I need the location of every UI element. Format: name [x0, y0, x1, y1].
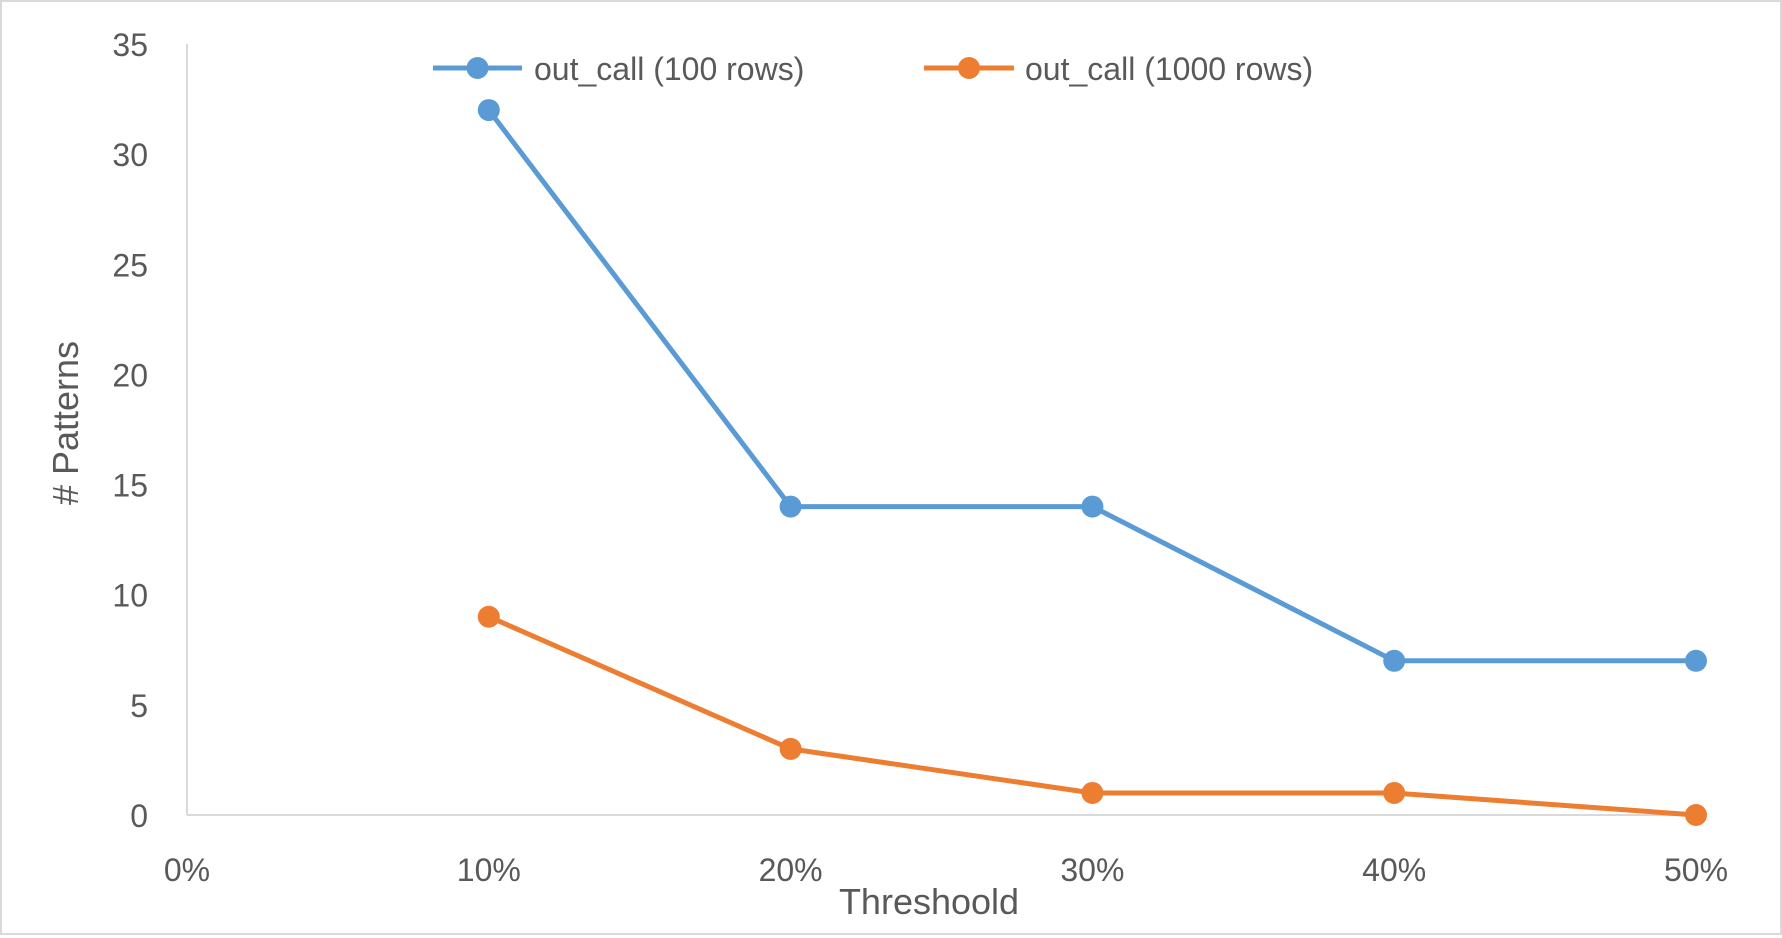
x-tick-label: 20% — [759, 852, 823, 888]
y-tick-label: 35 — [112, 27, 148, 63]
legend-item-2: out_call (1000 rows) — [924, 51, 1313, 87]
x-tick-label: 40% — [1362, 852, 1426, 888]
x-tick-label: 0% — [164, 852, 210, 888]
legend-swatch-marker — [466, 57, 489, 79]
data-point — [477, 99, 500, 122]
data-point — [1081, 495, 1104, 518]
y-tick-label: 20 — [112, 357, 148, 393]
data-point — [1081, 781, 1104, 804]
data-point — [1383, 649, 1406, 672]
data-point — [1685, 804, 1707, 826]
data-point — [779, 495, 802, 518]
x-tick-label: 50% — [1664, 852, 1728, 888]
y-tick-label: 5 — [130, 688, 148, 724]
y-tick-label: 30 — [112, 137, 148, 173]
x-tick-label: 30% — [1060, 852, 1124, 888]
data-point — [1685, 649, 1707, 672]
y-tick-label: 15 — [112, 468, 148, 504]
y-tick-label: 10 — [112, 578, 148, 614]
series-1 — [477, 99, 1707, 672]
axes: 0 5 10 15 20 25 30 35 0% 10% 20% 30% 40% 50% — [112, 27, 1728, 888]
y-tick-label: 0 — [130, 798, 148, 834]
data-point — [779, 737, 802, 760]
x-tick-label: 10% — [457, 852, 521, 888]
y-axis-title: # Patterns — [45, 341, 86, 505]
series-line — [486, 108, 1696, 664]
legend-label: out_call (1000 rows) — [1025, 51, 1313, 87]
x-axis-title: Threshoold — [839, 881, 1019, 922]
series-2 — [477, 605, 1707, 826]
legend: out_call (100 rows) out_call (1000 rows) — [433, 51, 1313, 87]
legend-label: out_call (100 rows) — [534, 51, 804, 87]
data-point — [1383, 781, 1406, 804]
y-tick-label: 25 — [112, 247, 148, 283]
legend-swatch-marker — [958, 57, 980, 79]
data-point — [477, 605, 500, 628]
legend-item-1: out_call (100 rows) — [433, 51, 804, 87]
series-layer — [477, 99, 1707, 826]
